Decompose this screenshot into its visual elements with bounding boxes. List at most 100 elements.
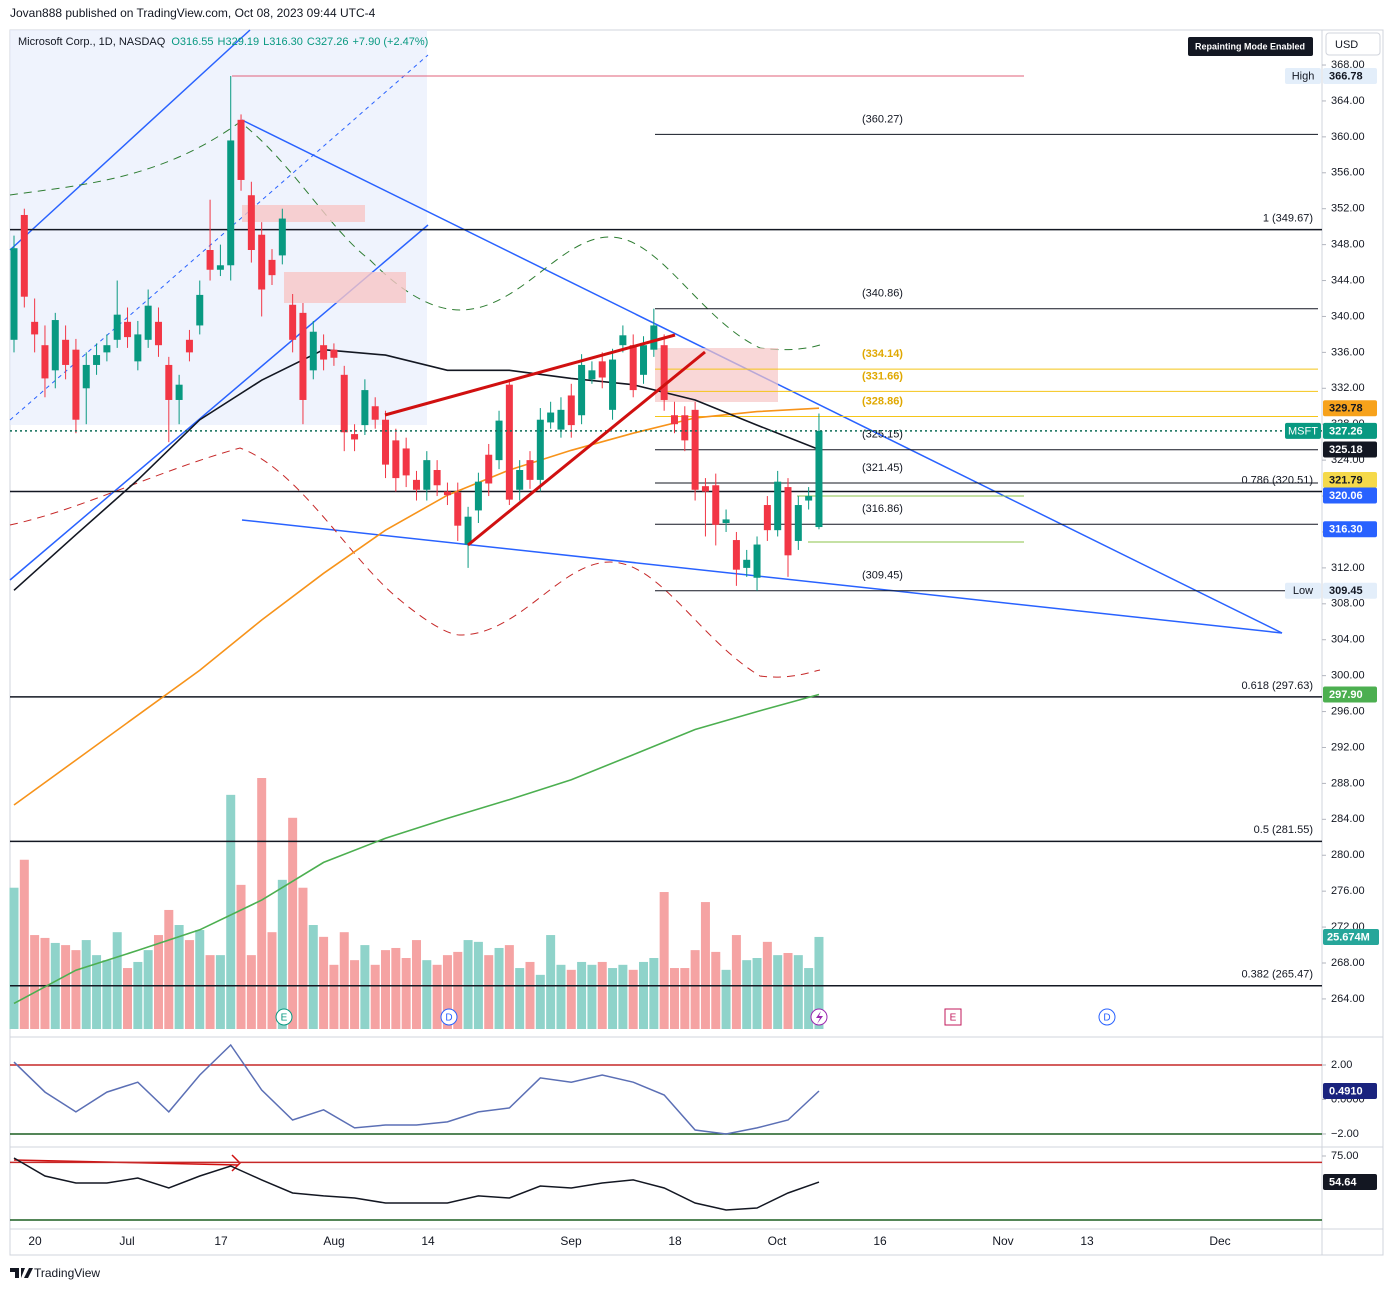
- volume-bar: [401, 958, 411, 1029]
- volume-bar: [453, 951, 463, 1029]
- zone: [284, 272, 406, 303]
- volume-bar: [30, 935, 40, 1029]
- volume-bar: [587, 964, 597, 1029]
- candle-body: [464, 516, 472, 545]
- candle-body: [144, 305, 152, 340]
- candle-body: [650, 325, 658, 350]
- price-badge-text: 329.78: [1329, 403, 1363, 415]
- candle-body: [784, 487, 792, 556]
- candle-body: [340, 374, 348, 433]
- volume-bar: [112, 932, 122, 1029]
- candle-body: [227, 140, 235, 266]
- lightning-icon: [816, 1011, 823, 1024]
- x-tick-label: 17: [214, 1234, 228, 1248]
- candle-body: [351, 434, 359, 440]
- y-tick-label: 312.00: [1331, 562, 1365, 574]
- y-tick-label: 336.00: [1331, 346, 1365, 358]
- candle-body: [196, 294, 204, 326]
- volume-bar: [515, 968, 525, 1029]
- volume-bar: [597, 961, 607, 1029]
- y-tick-label: 2.00: [1331, 1059, 1352, 1071]
- volume-bar: [226, 794, 236, 1029]
- indicator-line: [13, 1157, 820, 1211]
- volume-bar: [649, 958, 659, 1029]
- candle-body: [402, 448, 410, 476]
- x-tick-label: Dec: [1209, 1234, 1230, 1248]
- symbol-name: Microsoft Corp., 1D, NASDAQ: [18, 36, 166, 48]
- y-tick-label: 340.00: [1331, 310, 1365, 322]
- candle-body: [216, 265, 224, 270]
- event-text: E: [281, 1013, 288, 1024]
- event-text: E: [950, 1013, 957, 1024]
- candle-body: [691, 409, 699, 490]
- x-tick-label: Oct: [768, 1234, 787, 1248]
- y-tick-label: 276.00: [1331, 885, 1365, 897]
- price-badge: [1323, 471, 1377, 488]
- volume-bar: [19, 859, 29, 1029]
- fib-label: 0.786 (320.51): [1241, 474, 1313, 486]
- candle-body: [536, 419, 544, 480]
- zone: [242, 205, 365, 222]
- volume-bar: [639, 961, 649, 1029]
- volume-bar: [432, 964, 442, 1029]
- candle-body: [412, 479, 420, 490]
- event-marker[interactable]: [440, 1008, 458, 1026]
- price-badge: [1323, 1174, 1377, 1191]
- candle-body: [51, 320, 59, 371]
- volume-bar: [61, 945, 71, 1029]
- y-tick-label: 348.00: [1331, 239, 1365, 251]
- candle-body: [567, 395, 575, 426]
- y-tick-label: 356.00: [1331, 167, 1365, 179]
- volume-bar: [700, 902, 710, 1029]
- fib-label: 1 (349.67): [1263, 213, 1313, 225]
- y-tick-label: 300.00: [1331, 670, 1365, 682]
- candle-body: [578, 364, 586, 416]
- candle-body: [268, 259, 276, 276]
- candle-body: [103, 345, 111, 353]
- volume-bar: [556, 964, 566, 1029]
- event-text: D: [445, 1013, 452, 1024]
- volume-bar: [504, 945, 514, 1029]
- event-marker[interactable]: [1098, 1008, 1116, 1026]
- y-tick-label: 280.00: [1331, 849, 1365, 861]
- candle-body: [72, 349, 80, 420]
- volume-bar: [329, 964, 339, 1029]
- candle-body: [474, 481, 482, 511]
- volume-bar: [628, 969, 638, 1029]
- candle-body: [670, 415, 678, 425]
- candle-body: [609, 359, 617, 410]
- volume-bar: [339, 932, 349, 1029]
- candle-body: [185, 339, 193, 353]
- price-tag-text: MSFT: [1288, 425, 1318, 437]
- y-tick-label: 292.00: [1331, 741, 1365, 753]
- candle-body: [701, 486, 709, 492]
- level-label: (360.27): [862, 113, 903, 125]
- volume-bar: [267, 932, 277, 1029]
- volume-bar: [711, 951, 721, 1029]
- publisher: Jovan888 published on TradingView.com, O…: [10, 6, 376, 20]
- event-marker[interactable]: [944, 1008, 962, 1026]
- symbol: Microsoft Corp., 1D, NASDAQ O316.55 H329.1…: [18, 36, 428, 48]
- volume-bar: [566, 969, 576, 1029]
- price-badge-text: 325.18: [1329, 444, 1363, 456]
- price-badge-text: 297.90: [1329, 689, 1363, 701]
- volume-bar: [391, 947, 401, 1029]
- event-marker[interactable]: [275, 1008, 293, 1026]
- candle-body: [371, 406, 379, 420]
- volume-bar: [9, 887, 19, 1029]
- candle-body: [289, 304, 297, 340]
- price-badge: [1323, 67, 1377, 84]
- trendline: [9, 29, 251, 251]
- volume-bar: [793, 955, 803, 1029]
- price-badge-text: 54.64: [1329, 1176, 1357, 1188]
- volume-bar: [381, 950, 391, 1029]
- brand: TradingView: [34, 1266, 100, 1280]
- ohlc: L316.30: [263, 36, 303, 48]
- candle-body: [588, 370, 596, 380]
- candle-body: [681, 415, 689, 441]
- currency-box[interactable]: [1325, 32, 1381, 56]
- price-badge-text: 316.30: [1329, 524, 1363, 536]
- level-label: (325.15): [862, 429, 903, 441]
- brand-logo: [10, 1268, 33, 1278]
